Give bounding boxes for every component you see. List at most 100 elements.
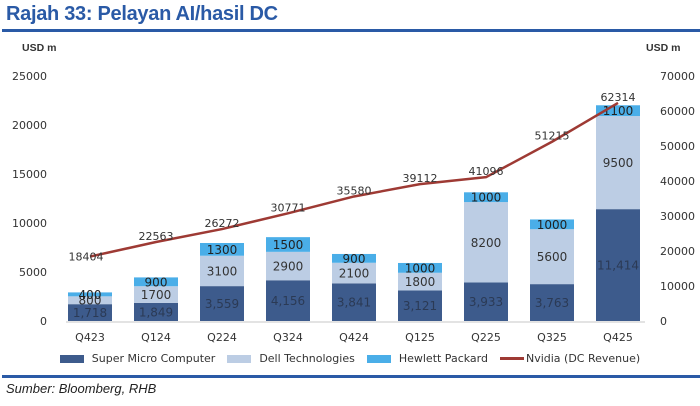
legend-line-swatch (499, 357, 524, 360)
legend-label: Super Micro Computer (91, 352, 216, 365)
bar-data-label: 3,559 (205, 297, 239, 311)
line-data-label: 62314 (601, 91, 636, 104)
source-note: Sumber: Bloomberg, RHB (6, 381, 157, 396)
right-axis-tick-label: 50000 (660, 140, 695, 153)
bar-data-label: 3,763 (535, 296, 569, 310)
bar-data-label: 1,849 (139, 305, 173, 319)
bar-data-label: 1500 (273, 238, 304, 252)
line-data-label: 51215 (535, 130, 570, 143)
left-axis-tick-label: 5000 (19, 266, 47, 279)
bar-data-label: 9500 (603, 156, 634, 170)
bar-data-label: 900 (145, 275, 168, 289)
bar-data-label: 2100 (339, 267, 370, 281)
right-axis-tick-label: 10000 (660, 280, 695, 293)
right-axis-tick-label: 60000 (660, 105, 695, 118)
bar-hewlett-packard-q425 (596, 105, 640, 117)
bar-dell-technologies-q423 (68, 296, 112, 305)
x-axis-tick-label: Q324 (273, 331, 303, 344)
bar-data-label: 2900 (273, 260, 304, 274)
line-data-label: 30771 (271, 201, 306, 214)
bar-data-label: 1100 (603, 104, 634, 118)
bar-data-label: 800 (79, 294, 102, 308)
bar-hewlett-packard-q224 (200, 243, 244, 256)
bar-hewlett-packard-q423 (68, 292, 112, 297)
bar-dell-technologies-q425 (596, 116, 640, 210)
line-data-label: 18404 (69, 251, 104, 264)
bar-super-micro-computer-q425 (596, 209, 640, 321)
bar-data-label: 1000 (537, 218, 568, 232)
line-data-label: 41096 (469, 165, 504, 178)
line-data-label: 22563 (139, 230, 174, 243)
right-axis-unit: USD m (646, 42, 681, 54)
bar-hewlett-packard-q124 (134, 277, 178, 287)
bar-data-label: 1800 (405, 275, 436, 289)
bar-data-label: 1000 (405, 261, 436, 275)
legend-swatch (59, 354, 84, 363)
bar-data-label: 1700 (141, 288, 172, 302)
bar-hewlett-packard-q324 (266, 237, 310, 252)
footer-divider (2, 375, 700, 378)
line-data-label: 35580 (337, 184, 372, 197)
bar-dell-technologies-q325 (530, 229, 574, 285)
chart-title: Rajah 33: Pelayan AI/hasil DC (6, 3, 278, 25)
bar-data-label: 11,414 (597, 259, 639, 273)
bar-super-micro-computer-q325 (530, 284, 574, 321)
left-axis-tick-label: 0 (40, 315, 47, 328)
bar-data-label: 3,121 (403, 299, 437, 313)
x-axis-tick-label: Q224 (207, 331, 237, 344)
x-axis-tick-label: Q124 (141, 331, 171, 344)
legend: Super Micro Computer Dell Technologies H… (0, 352, 700, 365)
x-axis-tick-label: Q125 (405, 331, 435, 344)
bar-data-label: 1,718 (73, 306, 107, 320)
right-axis-tick-label: 20000 (660, 245, 695, 258)
bar-super-micro-computer-q324 (266, 280, 310, 321)
left-axis-tick-label: 15000 (12, 168, 47, 181)
bar-super-micro-computer-q124 (134, 302, 178, 321)
bar-data-label: 3,933 (469, 295, 503, 309)
bar-super-micro-computer-q224 (200, 286, 244, 321)
bar-data-label: 3100 (207, 264, 238, 278)
left-axis-unit: USD m (22, 42, 57, 54)
legend-item-nvidia: Nvidia (DC Revenue) (499, 352, 641, 365)
legend-swatch (366, 354, 391, 363)
x-axis-tick-label: Q423 (75, 331, 105, 344)
line-data-label: 39112 (403, 172, 438, 185)
bar-dell-technologies-q224 (200, 255, 244, 287)
bar-hewlett-packard-q125 (398, 262, 442, 273)
bar-data-label: 4,156 (271, 294, 305, 308)
legend-label: Dell Technologies (259, 352, 355, 365)
legend-item-super-micro: Super Micro Computer (59, 352, 216, 365)
x-axis-tick-label: Q424 (339, 331, 369, 344)
bar-data-label: 400 (79, 288, 102, 302)
right-axis-tick-label: 70000 (660, 70, 695, 83)
legend-item-hp: Hewlett Packard (366, 352, 488, 365)
title-divider (2, 29, 700, 32)
left-axis-tick-label: 20000 (12, 119, 47, 132)
legend-label: Hewlett Packard (398, 352, 488, 365)
bar-data-label: 8200 (471, 236, 502, 250)
legend-swatch (227, 354, 252, 363)
bar-data-label: 900 (343, 252, 366, 266)
x-axis-tick-label: Q325 (537, 331, 567, 344)
bar-dell-technologies-q225 (464, 202, 508, 283)
right-axis-tick-label: 40000 (660, 175, 695, 188)
chart-plot: 0 5000 10000 15000 20000 25000 0 10000 20000 300… (12, 70, 695, 344)
bar-hewlett-packard-q225 (464, 192, 508, 203)
left-axis-tick-label: 25000 (12, 70, 47, 83)
bar-data-label: 1000 (471, 191, 502, 205)
bar-data-label: 1300 (207, 243, 238, 257)
bar-hewlett-packard-q325 (530, 219, 574, 230)
bar-super-micro-computer-q125 (398, 290, 442, 321)
bar-data-label: 3,841 (337, 296, 371, 310)
line-data-label: 26272 (205, 217, 240, 230)
bar-dell-technologies-q424 (332, 262, 376, 284)
x-axis-tick-label: Q425 (603, 331, 633, 344)
legend-item-dell: Dell Technologies (227, 352, 355, 365)
legend-label: Nvidia (DC Revenue) (525, 352, 641, 365)
bar-hewlett-packard-q424 (332, 253, 376, 263)
bar-super-micro-computer-q225 (464, 282, 508, 321)
right-axis-tick-label: 0 (660, 315, 667, 328)
left-axis-tick-label: 10000 (12, 217, 47, 230)
bar-dell-technologies-q125 (398, 272, 442, 291)
x-axis-tick-label: Q225 (471, 331, 501, 344)
